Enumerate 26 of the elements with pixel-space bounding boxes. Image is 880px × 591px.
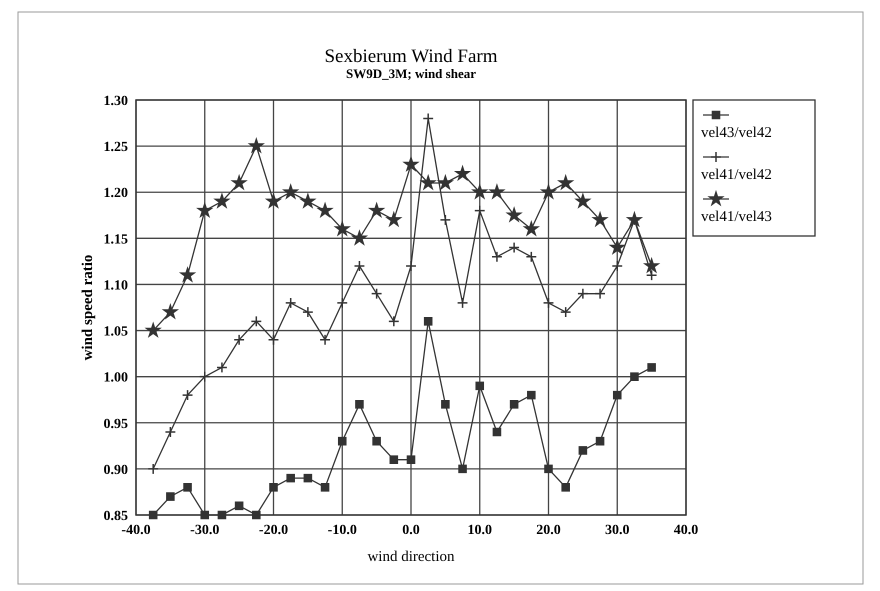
y-tick-label: 1.10: [104, 278, 128, 294]
x-tick-label: 40.0: [674, 523, 698, 538]
y-tick-label: 1.05: [104, 324, 128, 340]
x-tick-label: -20.0: [258, 523, 288, 538]
x-tick-label: 0.0: [402, 523, 420, 538]
x-tick-label: 10.0: [468, 523, 492, 538]
chart-title: Sexbierum Wind Farm: [324, 46, 498, 67]
y-tick-label: 0.85: [104, 509, 128, 524]
legend-label: vel43/vel42: [701, 125, 772, 141]
y-tick-label: 1.25: [104, 140, 128, 156]
x-tick-label: -30.0: [190, 523, 220, 538]
y-tick-label: 1.00: [104, 370, 128, 386]
x-tick-label: 20.0: [536, 523, 561, 538]
y-tick-label: 1.15: [104, 232, 128, 248]
y-axis-title: wind speed ratio: [80, 254, 96, 360]
x-tick-label: 30.0: [605, 523, 630, 538]
x-axis-title: wind direction: [367, 549, 456, 565]
y-tick-label: 0.90: [104, 462, 128, 478]
y-tick-label: 1.20: [104, 186, 128, 202]
x-tick-label: -40.0: [121, 523, 151, 538]
legend-label: vel41/vel43: [701, 209, 772, 225]
legend-label: vel41/vel42: [701, 167, 772, 183]
y-tick-label: 0.95: [104, 416, 128, 432]
x-tick-label: -10.0: [328, 523, 357, 538]
y-tick-label: 1.30: [104, 94, 128, 109]
chart-subtitle: SW9D_3M; wind shear: [346, 66, 476, 81]
